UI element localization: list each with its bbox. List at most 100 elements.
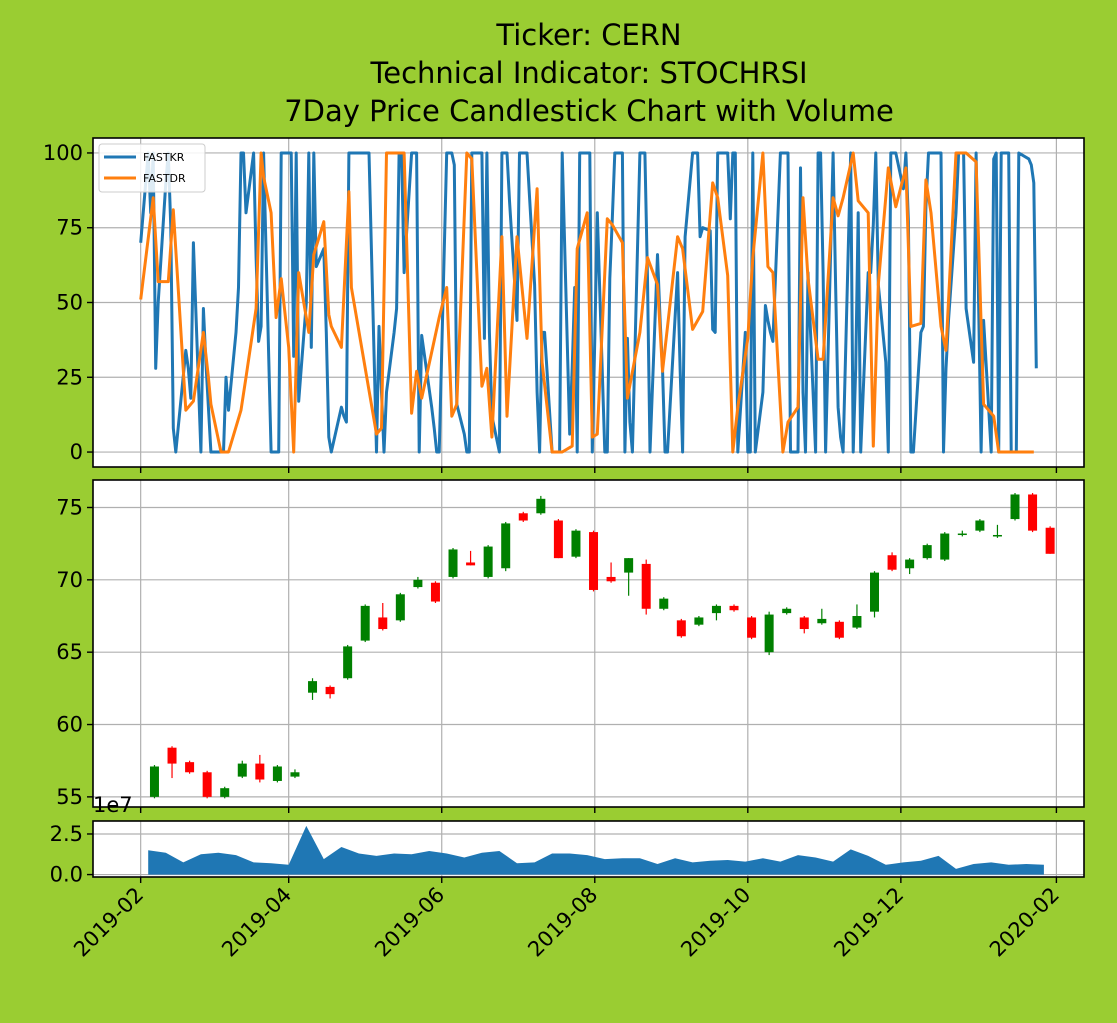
candle-body (922, 545, 932, 559)
candle-body (887, 555, 897, 570)
candle-2019-03-25 (272, 765, 282, 783)
candle-2019-04-01 (290, 769, 300, 779)
legend-label-fastdr: FASTDR (143, 172, 186, 185)
candle-2019-03-18 (255, 754, 265, 783)
candle-body (202, 772, 212, 797)
candle-body (501, 523, 511, 569)
volume-area (148, 825, 1044, 875)
candle-2019-08-26 (659, 597, 669, 611)
indicator-lines (139, 151, 1038, 454)
candle-2019-07-22 (571, 529, 581, 559)
candle-2020-01-27 (1045, 526, 1055, 554)
candle-2019-07-29 (589, 530, 599, 592)
candle-2020-01-20 (1028, 493, 1038, 533)
candle-body (747, 617, 757, 638)
candle-body (606, 576, 616, 582)
candle-2019-11-11 (852, 604, 862, 630)
candle-body (220, 788, 230, 797)
price-plot-area (93, 480, 1084, 807)
candle-2019-06-10 (466, 550, 476, 566)
candle-2019-05-20 (413, 576, 423, 589)
candle-2019-05-06 (378, 602, 388, 631)
candle-2019-07-15 (553, 519, 563, 559)
candle-body (817, 618, 827, 624)
candle-body (553, 520, 563, 559)
candle-2019-09-02 (676, 618, 686, 638)
candle-2020-01-13 (1010, 493, 1020, 521)
candle-2019-09-30 (747, 616, 757, 640)
volume-frame (92, 820, 1085, 878)
candle-body (782, 608, 792, 614)
candle-2019-09-16 (711, 604, 721, 621)
price-x-ticks (139, 807, 1058, 813)
volume-scale-label: 1e7 (93, 793, 133, 817)
candle-body (237, 763, 247, 777)
candle-body (360, 605, 370, 641)
candle-body (290, 772, 300, 777)
candle-body (413, 579, 423, 588)
candle-body (992, 534, 1002, 537)
candle-body (676, 620, 686, 637)
candle-2019-07-01 (518, 511, 528, 522)
candle-2019-08-12 (624, 558, 634, 596)
candle-body (571, 530, 581, 557)
candle-body (149, 766, 159, 797)
candle-2020-01-06 (992, 524, 1002, 538)
candle-2019-12-23 (957, 530, 967, 537)
indicator-ytick-label-2: 50 (56, 291, 83, 315)
legend-label-fastkr: FASTKR (143, 151, 185, 164)
candle-body (852, 616, 862, 628)
candle-body (659, 598, 669, 609)
candle-body (272, 766, 282, 781)
candle-2019-10-07 (764, 611, 774, 656)
price-grid (93, 480, 1084, 807)
candle-2019-10-28 (817, 608, 827, 625)
candle-body (641, 563, 651, 609)
candle-2019-12-09 (922, 543, 932, 560)
candle-body (343, 646, 353, 679)
candle-2019-04-22 (343, 644, 353, 680)
candle-body (308, 681, 318, 693)
price-ytick-label-1: 60 (56, 713, 83, 737)
candle-2019-02-11 (167, 746, 177, 779)
chart-title-indicator: Technical Indicator: STOCHRSI (369, 56, 807, 90)
candle-body (764, 614, 774, 653)
candle-body (448, 549, 458, 577)
volume-fill (148, 825, 1044, 875)
candle-body (1028, 494, 1038, 531)
candle-2019-11-25 (887, 552, 897, 572)
candle-2019-04-08 (308, 678, 318, 700)
candle-2019-06-24 (501, 521, 511, 572)
candle-2019-09-09 (694, 616, 704, 627)
volume-panel: 0.02.5 2019-02 2019-04 2019-06 2019-08 2019-… (50, 793, 1085, 962)
price-panel: 55 60 65 70 75 (56, 479, 1085, 813)
candle-2019-07-08 (536, 495, 546, 515)
candle-2019-03-11 (237, 760, 247, 779)
price-y-axis: 55 60 65 70 75 (56, 495, 93, 809)
candle-body (624, 558, 634, 573)
chart-title-ticker: Ticker: CERN (495, 18, 681, 52)
candle-2019-02-18 (185, 760, 195, 774)
candle-body (395, 594, 405, 621)
candle-2019-04-15 (325, 685, 335, 699)
series-line-fastdr (139, 151, 1034, 454)
candle-body (483, 546, 493, 577)
candle-body (518, 513, 528, 521)
candle-2019-05-13 (395, 592, 405, 622)
candle-2019-05-27 (430, 581, 440, 603)
chart-title-description: 7Day Price Candlestick Chart with Volume (284, 94, 894, 128)
volume-y-axis: 0.0 2.5 (50, 822, 93, 887)
candle-body (185, 762, 195, 773)
candle-2019-09-23 (729, 604, 739, 612)
candle-body (1010, 494, 1020, 520)
indicator-ytick-label-0: 0 (70, 440, 83, 464)
candle-2019-02-04 (149, 765, 159, 799)
indicator-y-axis: 0 25 50 75 100 (43, 141, 93, 464)
candle-2019-12-30 (975, 519, 985, 533)
price-ytick-label-2: 65 (56, 640, 83, 664)
price-candles (149, 493, 1055, 799)
candle-2019-06-03 (448, 548, 458, 579)
candle-2019-12-02 (905, 558, 915, 575)
candle-2019-10-21 (799, 616, 809, 634)
